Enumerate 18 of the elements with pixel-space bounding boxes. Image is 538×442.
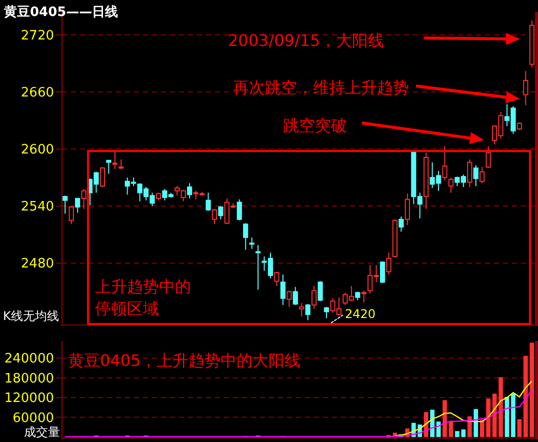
annotation: 黄豆0405，上升趋势中的大阳线	[68, 351, 301, 370]
y-tick-label: 2480	[20, 256, 54, 272]
y-tick-label: 2720	[20, 28, 54, 44]
y-tick-label: 180000	[4, 371, 54, 386]
chart-title: 黄豆0405——日线	[3, 5, 118, 20]
annotation: 再次跳空，维持上升趋势	[233, 78, 409, 97]
annotation: 上升趋势中的停顿区域	[95, 277, 191, 318]
text: 成交量	[24, 425, 60, 439]
annotation: 2003/09/15，大阳线	[228, 31, 384, 50]
annotation: 2420	[345, 307, 376, 321]
y-tick-label: 2540	[20, 200, 54, 215]
annotation: 跳空突破	[283, 116, 347, 135]
y-tick-label: 120000	[4, 391, 54, 406]
y-tick-label: 2660	[20, 85, 54, 100]
text: K线无均线	[3, 309, 59, 323]
y-tick-label: 2600	[20, 142, 54, 158]
y-tick-label: 240000	[4, 352, 54, 367]
y-tick-label: 60000	[12, 410, 54, 426]
